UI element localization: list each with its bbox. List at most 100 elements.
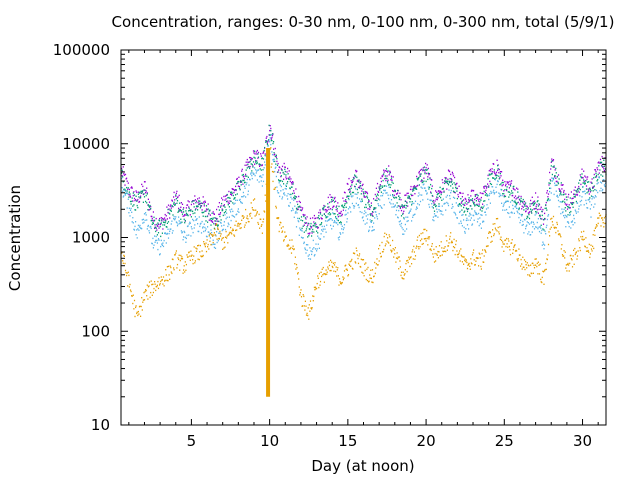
series-2-point	[579, 195, 581, 197]
series-0-point	[296, 201, 298, 203]
series-3-point	[574, 253, 576, 256]
series-1-point	[497, 164, 499, 167]
series-2-point	[531, 231, 533, 233]
series-2-point	[502, 205, 504, 208]
series-0-point	[281, 165, 284, 168]
series-2-point	[450, 192, 452, 194]
series-1-point	[305, 228, 308, 230]
series-0-point	[224, 199, 226, 201]
series-0-point	[243, 177, 246, 180]
series-2-point	[254, 167, 256, 169]
series-0-point	[483, 186, 485, 188]
series-3-point	[122, 262, 124, 264]
series-1-point	[598, 165, 600, 167]
series-2-point	[316, 250, 318, 252]
series-2-point	[223, 224, 225, 226]
series-1-point	[597, 173, 599, 176]
series-2-point	[161, 244, 163, 246]
series-0-point	[271, 136, 273, 139]
series-1-point	[506, 188, 508, 191]
series-2-point	[196, 218, 198, 220]
series-0-point	[190, 203, 192, 206]
series-3-point	[205, 242, 207, 244]
series-1-point	[497, 168, 499, 170]
series-2-point	[205, 228, 207, 230]
series-3-point	[517, 258, 519, 260]
series-2-point	[160, 245, 162, 248]
series-3-point	[585, 237, 587, 239]
series-3-point	[337, 275, 339, 277]
series-3-point	[251, 207, 253, 209]
series-1-point	[350, 187, 352, 189]
series-2-point	[489, 192, 491, 195]
series-0-point	[438, 192, 441, 194]
series-2-point	[418, 204, 420, 206]
series-1-point	[129, 193, 131, 195]
series-3-point	[525, 260, 527, 263]
series-3-point	[456, 250, 458, 252]
series-3-point	[319, 280, 322, 283]
series-3-point	[370, 269, 372, 271]
series-2-point	[129, 215, 131, 217]
series-2-point	[331, 228, 333, 230]
series-0-point	[366, 192, 369, 195]
series-0-point	[285, 178, 287, 180]
series-1-point	[167, 208, 169, 211]
series-0-point	[238, 176, 240, 178]
series-0-point	[323, 204, 325, 207]
series-0-point	[573, 193, 575, 195]
series-1-point	[375, 207, 377, 209]
series-0-point	[478, 203, 480, 205]
series-2-point	[372, 229, 374, 231]
series-3-point	[580, 231, 583, 233]
series-1-point	[576, 191, 578, 193]
series-3-point	[482, 249, 484, 251]
series-3-point	[255, 214, 257, 216]
series-0-point	[186, 204, 189, 206]
series-3-point	[275, 205, 277, 208]
series-2-point	[340, 233, 342, 235]
series-2-point	[199, 225, 201, 228]
series-1-point	[440, 193, 442, 196]
series-1-point	[159, 225, 161, 228]
series-3-point	[234, 224, 236, 226]
series-2-point	[580, 199, 583, 202]
series-0-point	[475, 197, 477, 199]
series-0-point	[548, 184, 550, 186]
series-0-point	[546, 190, 548, 192]
series-1-point	[170, 209, 172, 211]
series-3-point	[270, 147, 272, 149]
series-1-point	[508, 196, 510, 198]
series-1-point	[121, 172, 123, 174]
series-2-point	[296, 212, 298, 214]
series-2-point	[416, 206, 418, 208]
series-3-point	[389, 244, 391, 247]
series-1-point	[428, 186, 431, 189]
series-3-point	[568, 270, 570, 272]
series-0-point	[313, 214, 315, 217]
series-3-point	[471, 254, 474, 256]
series-1-point	[309, 228, 311, 231]
series-3-point	[554, 226, 556, 229]
series-0-point	[468, 201, 470, 203]
series-0-point	[563, 189, 565, 192]
series-3-point	[310, 307, 312, 309]
series-3-point	[443, 247, 445, 249]
series-0-point	[178, 207, 180, 210]
series-2-point	[359, 211, 361, 213]
series-0-point	[507, 181, 509, 183]
series-1-point	[211, 217, 213, 220]
series-0-point	[406, 192, 408, 195]
series-3-point	[132, 302, 134, 305]
series-1-point	[213, 227, 215, 230]
series-1-point	[351, 184, 353, 186]
series-0-point	[298, 200, 300, 203]
series-1-point	[438, 195, 441, 197]
series-1-point	[459, 203, 461, 205]
series-3-point	[466, 261, 468, 264]
series-2-point	[274, 167, 276, 169]
series-1-point	[422, 181, 424, 183]
series-3-point	[338, 284, 340, 286]
series-0-point	[508, 187, 510, 189]
series-1-point	[249, 160, 251, 163]
